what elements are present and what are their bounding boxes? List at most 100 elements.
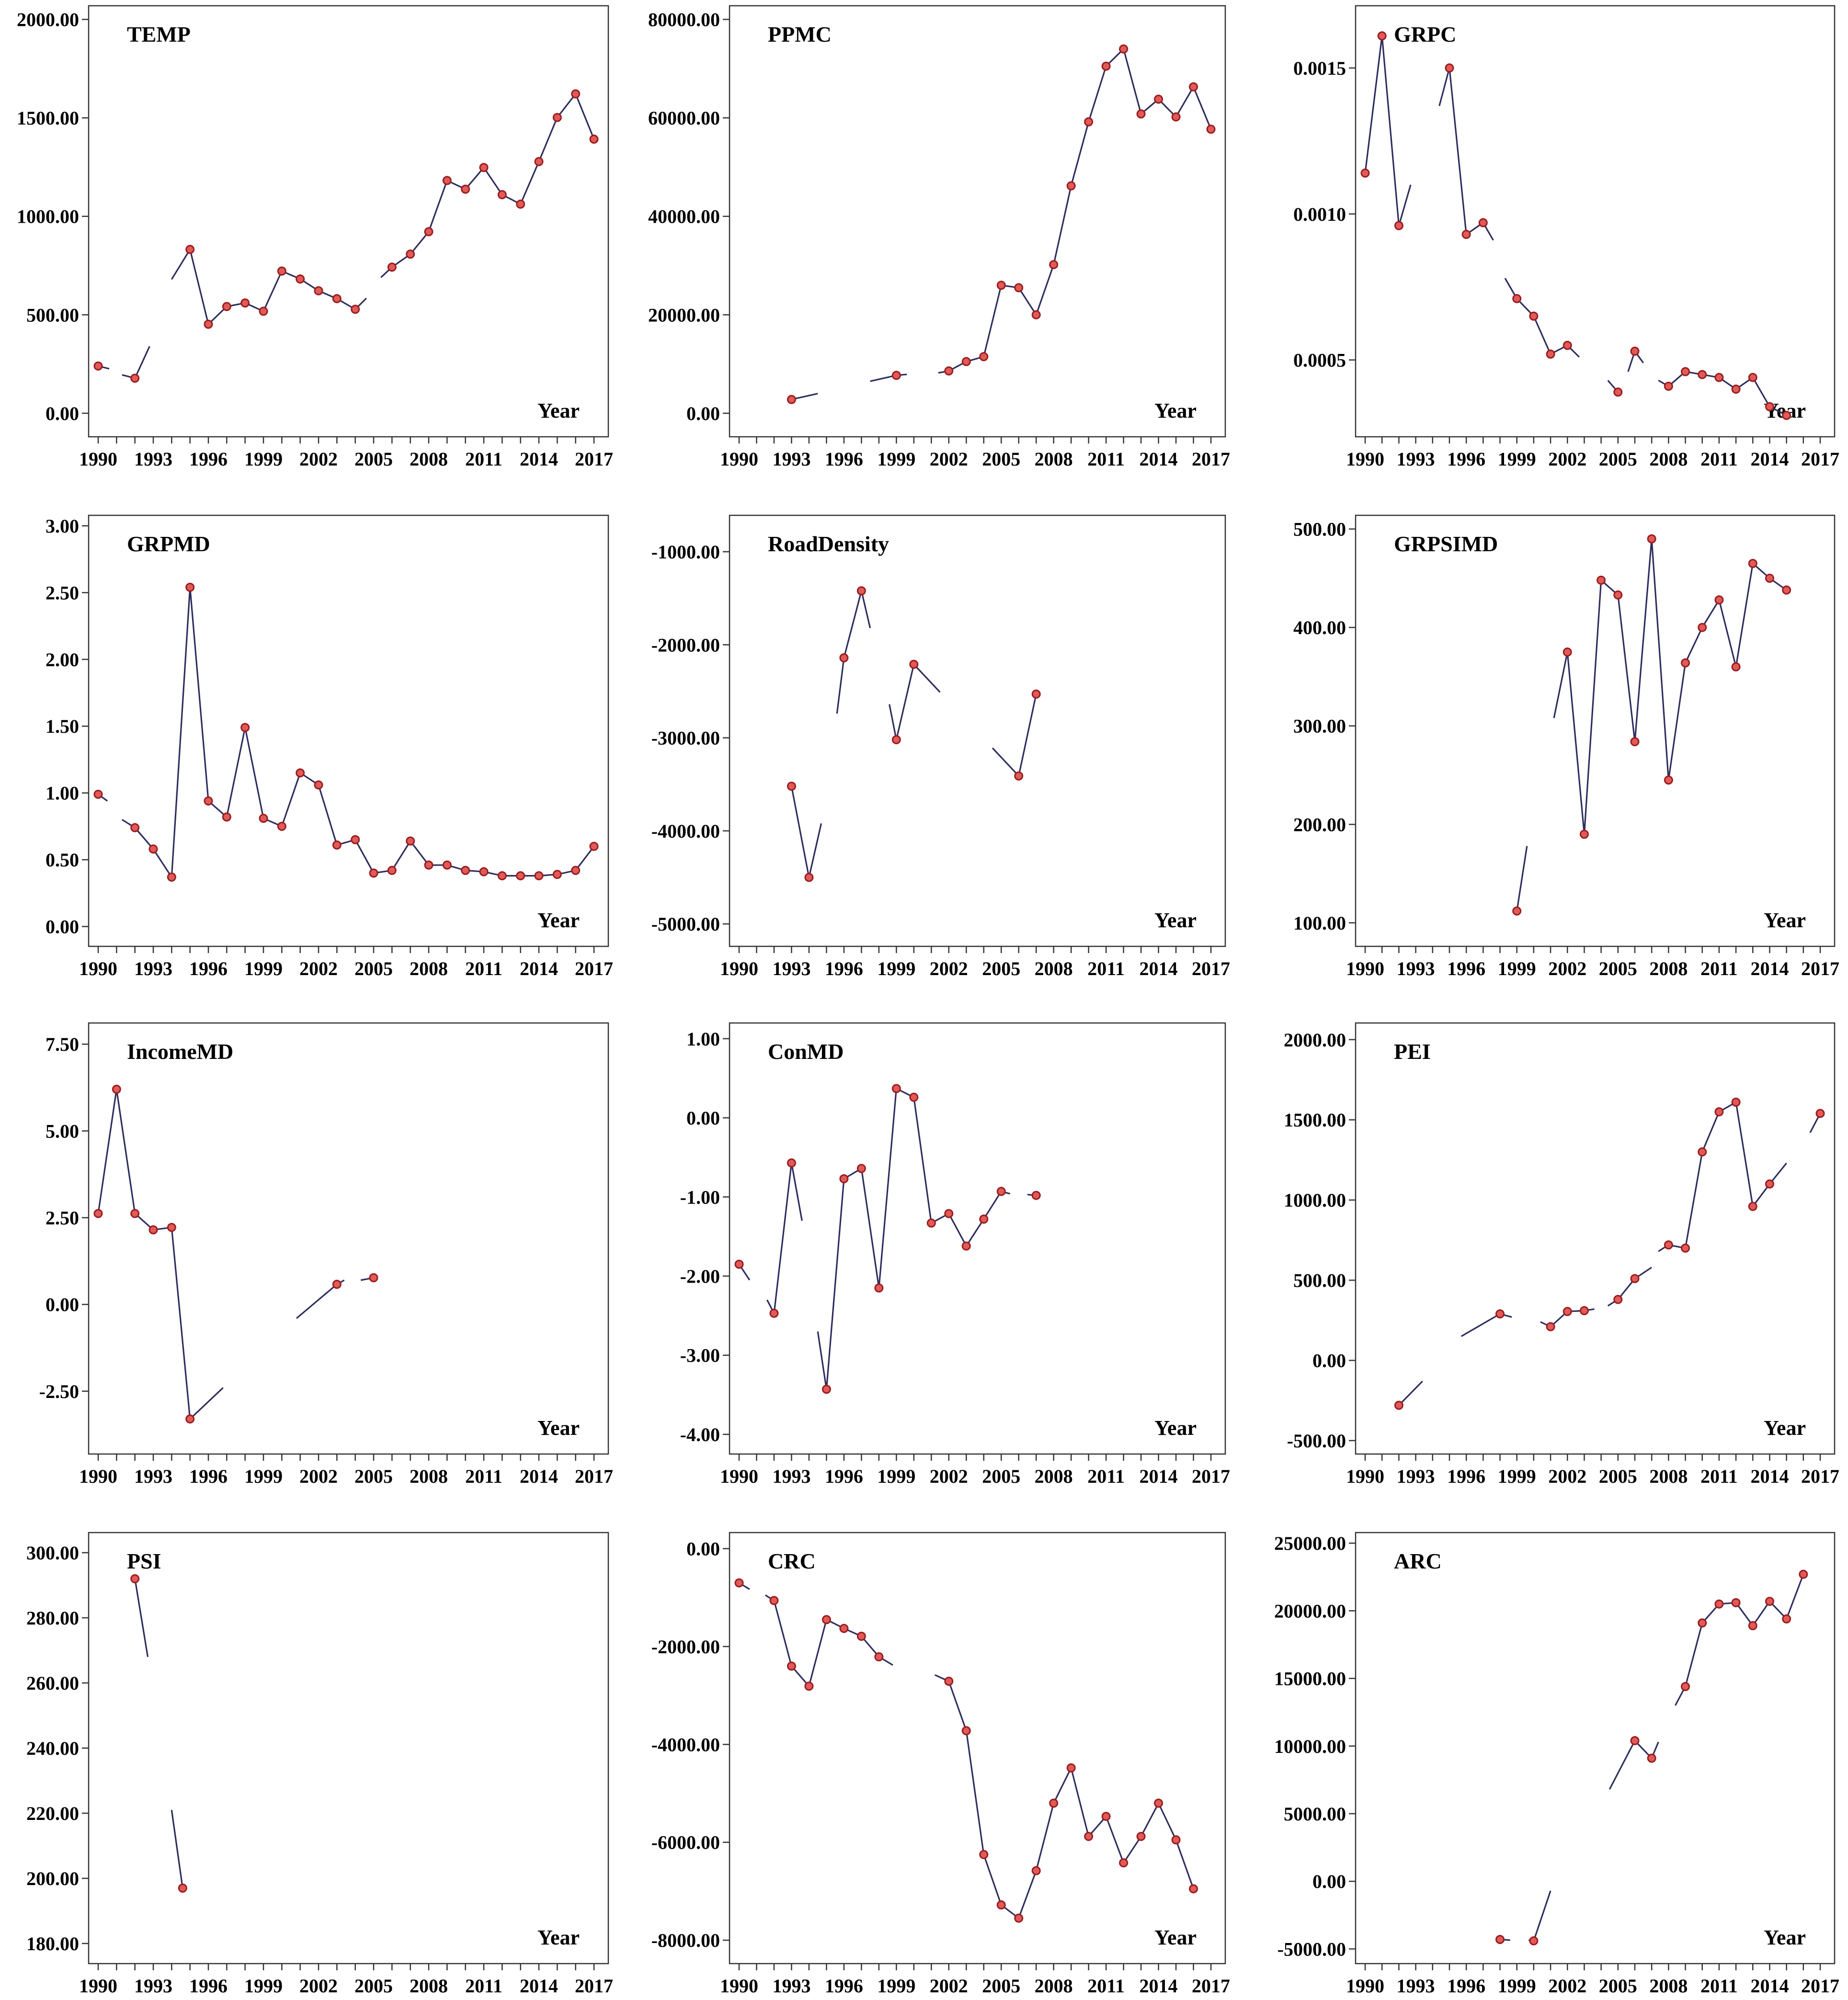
- x-tick-label: 1999: [877, 958, 915, 979]
- x-tick-label: 2008: [1649, 448, 1688, 470]
- y-axis: -2.50 0.00 2.50 5.00 7.50: [39, 1034, 89, 1402]
- data-point: [891, 1084, 901, 1093]
- x-tick-label: 2014: [520, 448, 558, 470]
- x-tick-label: 1999: [1498, 1975, 1536, 1997]
- y-tick-label: 2.50: [46, 1207, 79, 1229]
- data-point: [424, 227, 433, 237]
- data-point: [891, 735, 901, 744]
- x-axis: 1990 1993 1996 1999 2002 2005 2008 2011 2014 2017: [720, 437, 1230, 470]
- data-point: [856, 1164, 866, 1173]
- x-axis: 1990 1993 1996 1999 2002 2005 2008 2011 2014 2017: [720, 1454, 1230, 1487]
- data-point: [351, 305, 360, 314]
- x-tick-label: 2005: [354, 448, 393, 470]
- chart-panel-ppmc: PPMC Year 0.00 20000.00 40000.00 60000.00 8000…: [648, 5, 1230, 470]
- x-tick-label: 2002: [930, 958, 968, 979]
- x-tick-label: 1999: [244, 1466, 283, 1487]
- x-tick-label: 2014: [1140, 958, 1178, 979]
- data-point: [1681, 658, 1690, 668]
- panel-title: CRC: [768, 1549, 816, 1573]
- x-tick-label: 1993: [134, 1975, 172, 1997]
- data-point: [93, 789, 103, 799]
- x-tick-label: 1999: [244, 958, 283, 979]
- x-tick-label: 2008: [410, 1975, 448, 1997]
- y-tick-label: 20000.00: [648, 304, 720, 326]
- x-tick-label: 2011: [465, 1975, 502, 1997]
- x-tick-label: 2014: [520, 958, 558, 979]
- series-line: [1553, 538, 1787, 835]
- series-line: [134, 1579, 149, 1657]
- y-tick-label: 0.0005: [1293, 350, 1346, 371]
- data-point: [332, 1280, 342, 1289]
- y-axis: 0.0005 0.0010 0.0015: [1293, 57, 1356, 371]
- data-point: [479, 867, 489, 876]
- x-axis-label: Year: [1154, 909, 1197, 932]
- data-point: [406, 250, 415, 259]
- y-tick-label: 400.00: [1293, 617, 1346, 638]
- data-points: [734, 1084, 1041, 1394]
- x-tick-label: 1999: [1498, 958, 1536, 979]
- x-tick-label: 2017: [1192, 1975, 1230, 1997]
- x-tick-label: 2014: [1750, 448, 1789, 470]
- x-tick-label: 2002: [930, 448, 968, 470]
- data-point: [1031, 1866, 1041, 1875]
- data-point: [839, 653, 849, 662]
- chart-panel-temp: TEMP Year 0.00 500.00 1000.00 1500.00 2000.00 1…: [17, 5, 613, 470]
- data-point: [369, 1273, 378, 1283]
- data-points: [1512, 534, 1791, 916]
- y-tick-label: 0.00: [686, 403, 720, 424]
- x-tick-label: 2008: [1649, 958, 1688, 979]
- x-tick-label: 1996: [825, 1975, 863, 1997]
- data-point: [240, 298, 250, 308]
- y-tick-label: 0.0015: [1293, 57, 1346, 79]
- x-tick-label: 2008: [1035, 1466, 1073, 1487]
- data-point: [787, 782, 796, 791]
- data-point: [552, 113, 562, 122]
- data-point: [1613, 590, 1623, 600]
- x-axis: 1990 1993 1996 1999 2002 2005 2008 2011 2014 2017: [79, 437, 613, 470]
- chart-panel-grpsimd: GRPSIMD Year 100.00 200.00 300.00 400.00 500.0…: [1293, 514, 1839, 979]
- series-line: [121, 586, 595, 878]
- data-point: [1136, 1831, 1146, 1841]
- data-point: [1563, 341, 1572, 350]
- data-point: [259, 307, 268, 316]
- panel-frame: [88, 514, 609, 947]
- data-point: [1748, 559, 1757, 568]
- data-point: [589, 841, 599, 851]
- x-axis-label: Year: [1154, 1416, 1197, 1440]
- x-tick-label: 2002: [299, 1466, 338, 1487]
- x-tick-label: 2002: [930, 1975, 968, 1997]
- data-point: [148, 1225, 158, 1235]
- data-points: [93, 582, 599, 882]
- series-line: [1529, 1890, 1551, 1942]
- y-tick-label: -6000.00: [651, 1832, 720, 1853]
- x-tick-label: 1993: [772, 958, 810, 979]
- data-point: [909, 659, 919, 669]
- y-axis: -5000.00 0.00 5000.00 10000.00 15000.00 20000…: [1274, 1533, 1356, 1960]
- data-point: [314, 286, 323, 295]
- y-tick-label: 0.00: [686, 1107, 720, 1129]
- y-tick-label: -4000.00: [651, 1734, 720, 1755]
- y-tick-label: 500.00: [1293, 519, 1346, 540]
- chart-panel-pei: PEI Year -500.00 0.00 500.00 1000.00 1500.00 20…: [1284, 1022, 1839, 1487]
- data-point: [1765, 1597, 1774, 1606]
- panel-title: ARC: [1394, 1549, 1442, 1573]
- panel-title: TEMP: [127, 22, 191, 46]
- series-line: [97, 1088, 224, 1420]
- data-point: [944, 1209, 954, 1218]
- data-points: [1495, 1569, 1808, 1945]
- data-point: [1799, 1569, 1808, 1579]
- x-tick-label: 1990: [1346, 958, 1384, 979]
- series-line: [1516, 846, 1528, 911]
- x-axis: 1990 1993 1996 1999 2002 2005 2008 2011 2014 2017: [1346, 946, 1839, 979]
- series-lines: [1364, 35, 1787, 416]
- x-tick-label: 1990: [79, 1975, 117, 1997]
- panel-frame: [1355, 1532, 1836, 1965]
- y-tick-label: 20000.00: [1274, 1600, 1346, 1622]
- y-tick-label: -2000.00: [651, 1636, 720, 1658]
- data-point: [259, 814, 268, 823]
- data-point: [148, 844, 158, 854]
- x-tick-label: 2002: [299, 448, 338, 470]
- y-tick-label: -500.00: [1287, 1430, 1346, 1452]
- data-point: [1154, 1798, 1164, 1808]
